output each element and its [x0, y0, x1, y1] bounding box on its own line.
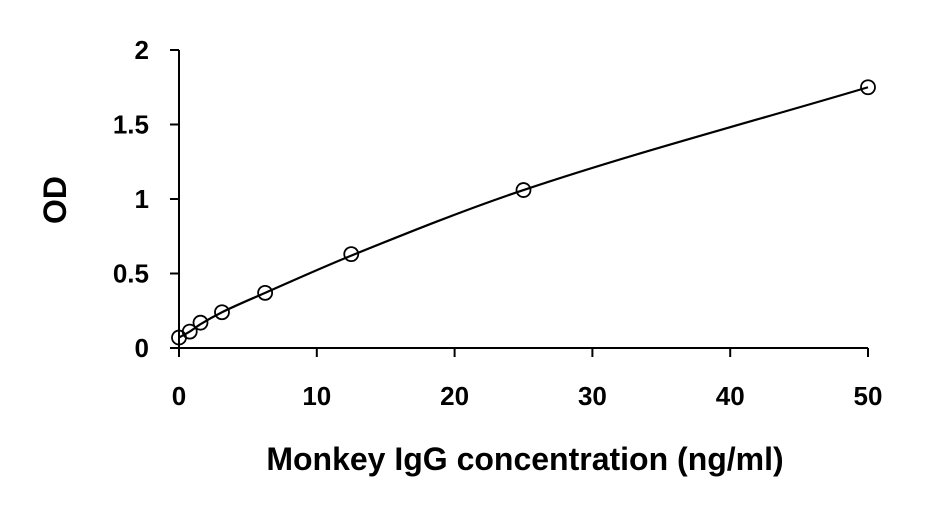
x-tick-label: 0 — [172, 381, 186, 411]
x-tick-label: 20 — [440, 381, 469, 411]
x-tick-label: 40 — [716, 381, 745, 411]
y-tick-label: 1.5 — [113, 110, 149, 140]
x-tick-label: 10 — [302, 381, 331, 411]
y-tick-label: 2 — [135, 35, 149, 65]
y-tick-label: 1 — [135, 184, 149, 214]
data-point — [515, 182, 532, 198]
data-point — [860, 79, 876, 96]
data-point — [214, 304, 230, 321]
data-point — [257, 284, 274, 301]
fit-curve-layer — [178, 86, 869, 339]
data-points-layer — [171, 79, 876, 346]
x-axis: 0 10 20 30 40 50 — [172, 347, 883, 411]
y-axis: 0 0.5 1 1.5 2 — [113, 35, 180, 363]
x-axis-title: Monkey IgG concentration (ng/ml) — [266, 441, 783, 477]
fit-curve-line — [178, 86, 869, 339]
y-tick-label: 0.5 — [113, 259, 149, 289]
data-point — [343, 246, 360, 263]
data-point — [192, 314, 209, 331]
y-axis-title: OD — [37, 176, 73, 224]
y-tick-label: 0 — [135, 333, 149, 363]
x-tick-label: 30 — [578, 381, 607, 411]
data-point — [181, 323, 198, 340]
x-tick-label: 50 — [854, 381, 883, 411]
